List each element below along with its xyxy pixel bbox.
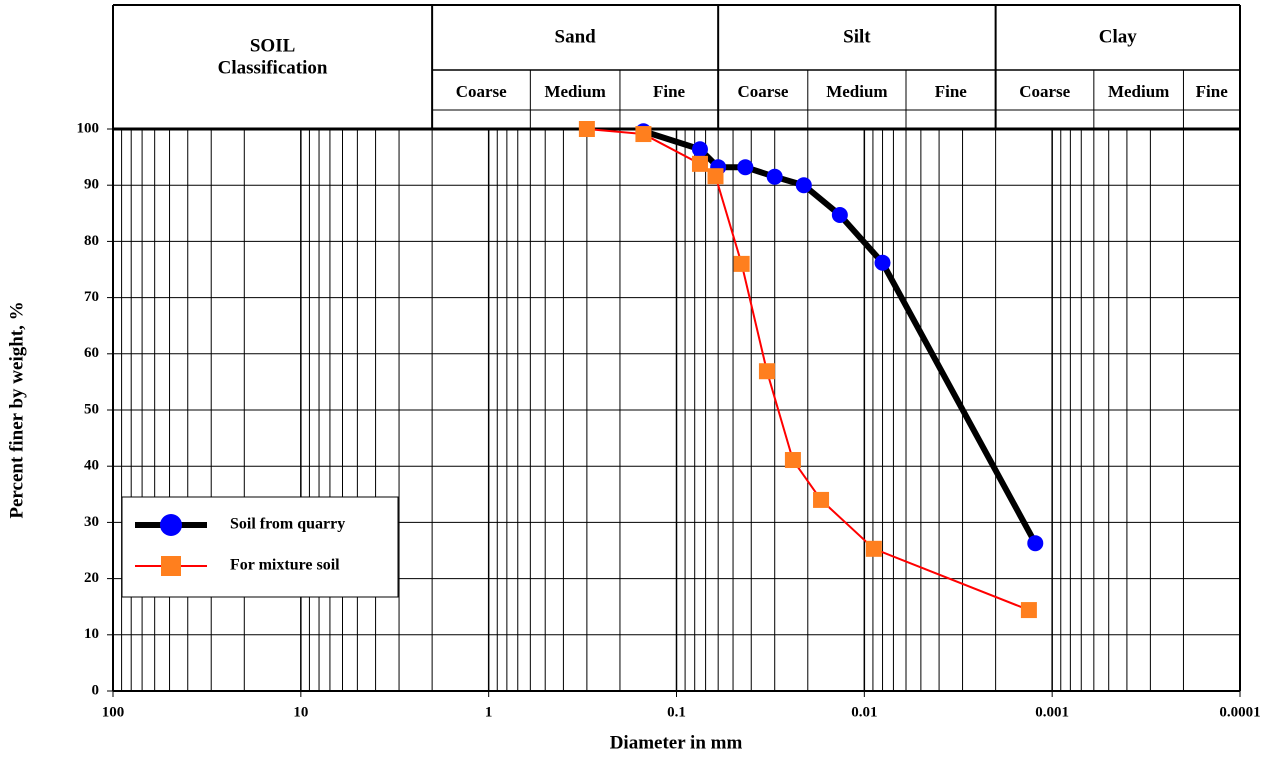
y-tick-label: 60 [84, 345, 99, 361]
y-tick-label: 40 [84, 458, 99, 474]
x-tick-label: 0.1 [667, 704, 686, 720]
y-tick-label: 20 [84, 570, 99, 586]
group-label: Clay [1099, 26, 1138, 47]
series-line [642, 128, 1038, 545]
data-point [1020, 602, 1037, 619]
y-tick-label: 90 [84, 177, 99, 193]
data-point [691, 155, 708, 172]
y-tick-label: 80 [84, 233, 99, 249]
data-point [784, 452, 801, 469]
x-tick-label: 1 [485, 704, 493, 720]
legend-marker [160, 514, 182, 536]
sub-label: Coarse [737, 82, 788, 101]
data-point [813, 491, 830, 508]
y-tick-label: 30 [84, 514, 99, 530]
group-label: Silt [843, 26, 871, 47]
legend-box [121, 496, 399, 598]
data-point [874, 254, 891, 271]
data-point [865, 540, 882, 557]
data-point [707, 168, 724, 185]
y-axis-label: Percent finer by weight, % [6, 301, 27, 518]
data-point [691, 141, 708, 158]
data-point [635, 126, 652, 143]
data-point [758, 363, 775, 380]
sub-label: Coarse [456, 82, 507, 101]
data-point [766, 168, 783, 185]
sub-label: Medium [1108, 82, 1169, 101]
sub-label: Coarse [1019, 82, 1070, 101]
y-tick-label: 70 [84, 289, 99, 305]
sub-label: Medium [826, 82, 887, 101]
data-point [831, 206, 848, 223]
y-tick-label: 100 [77, 120, 100, 136]
x-tick-label: 0.001 [1035, 704, 1069, 720]
data-point [578, 121, 595, 137]
x-tick-label: 0.01 [851, 704, 877, 720]
legend-marker [161, 556, 181, 576]
series-line [586, 128, 1030, 612]
legend-label: Soil from quarry [230, 516, 345, 533]
x-tick-label: 10 [293, 704, 308, 720]
y-tick-label: 50 [84, 401, 99, 417]
legend-label: For mixture soil [230, 557, 340, 574]
data-point [733, 255, 750, 272]
x-tick-label: 100 [102, 704, 125, 720]
sub-label: Fine [1196, 82, 1229, 101]
y-tick-label: 10 [84, 626, 99, 642]
y-tick-label: 0 [92, 682, 100, 698]
group-label: Sand [555, 26, 597, 47]
sub-label: Fine [653, 82, 686, 101]
x-tick-label: 0.0001 [1219, 704, 1260, 720]
classification-label: SOIL [250, 35, 295, 56]
sub-label: Fine [935, 82, 968, 101]
data-point [737, 159, 754, 176]
data-point [1027, 535, 1044, 552]
data-point [795, 177, 812, 194]
x-axis-label: Diameter in mm [610, 732, 743, 753]
sub-label: Medium [544, 82, 605, 101]
classification-label: Classification [218, 57, 328, 78]
